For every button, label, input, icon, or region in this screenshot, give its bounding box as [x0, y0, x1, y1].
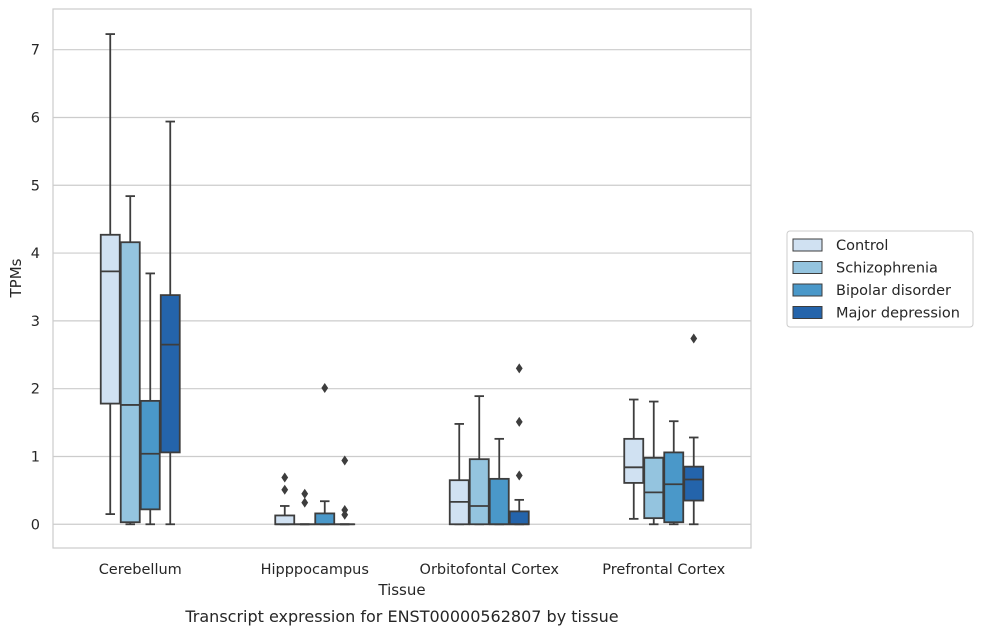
y-axis-title: TPMs: [7, 258, 25, 298]
x-tick-label: Orbitofontal Cortex: [420, 562, 560, 578]
box: [663, 451, 685, 524]
outlier-point: [341, 455, 349, 466]
x-tick-labels: Cerebellum Hipppocampus Orbitofontal Corte…: [99, 562, 726, 578]
outlier-point: [301, 488, 309, 499]
outlier-point: [281, 484, 289, 495]
y-tick-label: 4: [31, 246, 40, 262]
plot-frame: [52, 8, 752, 549]
y-tick-labels: 0 1 2 3 4 5 6 7: [31, 43, 40, 534]
x-axis-title: Tissue: [377, 581, 425, 599]
legend-label: Bipolar disorder: [836, 283, 951, 299]
box: [643, 456, 665, 520]
box: [314, 512, 336, 526]
box: [623, 437, 645, 484]
outlier-point: [341, 505, 349, 516]
box: [508, 510, 530, 526]
box: [119, 241, 141, 524]
box: [683, 465, 705, 502]
outlier-point: [321, 382, 329, 393]
box-groups: [99, 33, 705, 526]
box: [488, 477, 510, 526]
x-tick-label: Prefrontal Cortex: [602, 562, 725, 578]
legend-swatch: [792, 306, 823, 319]
legend-label: Control: [836, 238, 888, 254]
box: [159, 294, 181, 454]
outlier-point: [301, 497, 309, 508]
legend-label: Major depression: [836, 306, 960, 322]
y-tick-label: 5: [31, 178, 40, 194]
outlier-point: [515, 470, 523, 481]
legend: Control Schizophrenia Bipolar disorder Majo…: [786, 230, 974, 328]
chart-caption: Transcript expression for ENST0000056280…: [184, 607, 618, 626]
outlier-point: [515, 363, 523, 374]
box: [274, 514, 296, 526]
legend-swatch: [792, 261, 823, 274]
legend-swatch: [792, 283, 823, 297]
legend-label: Schizophrenia: [836, 261, 938, 277]
outlier-point: [515, 416, 523, 427]
legend-frame: [786, 230, 974, 328]
box: [139, 399, 161, 511]
category-group: [448, 363, 530, 526]
x-tick-label: Hipppocampus: [261, 562, 369, 578]
y-tick-label: 2: [31, 382, 40, 398]
y-tick-label: 6: [31, 110, 40, 126]
legend-swatch: [792, 238, 823, 252]
outlier-point: [690, 333, 698, 344]
category-group: [274, 382, 356, 526]
category-group: [99, 33, 181, 526]
box: [99, 233, 121, 405]
y-tick-label: 1: [31, 449, 40, 465]
category-group: [623, 333, 705, 526]
outlier-point: [281, 472, 289, 483]
y-tick-label: 3: [31, 314, 40, 330]
y-tick-label: 7: [31, 43, 40, 59]
y-tick-label: 0: [31, 517, 40, 533]
box: [468, 458, 490, 526]
x-tick-label: Cerebellum: [99, 562, 182, 578]
